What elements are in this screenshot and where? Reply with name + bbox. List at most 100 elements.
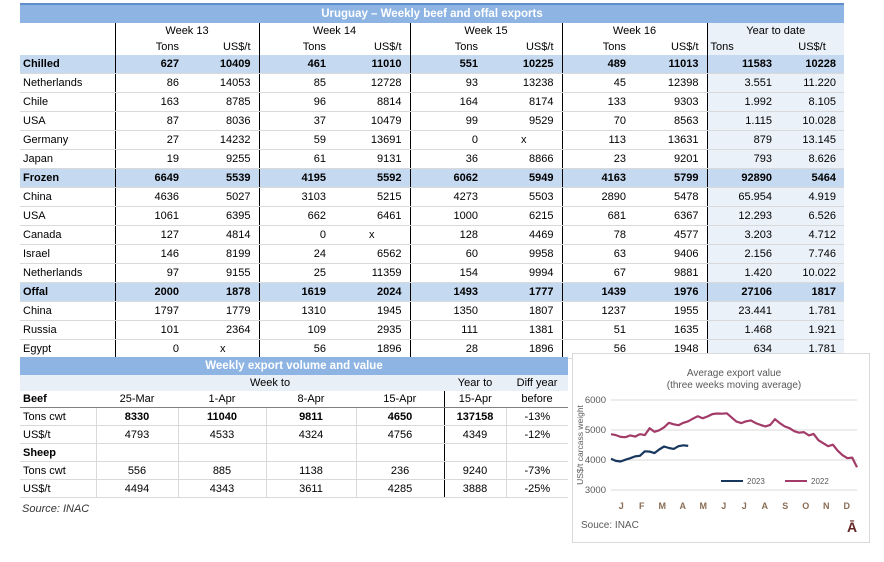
table-row: Tons cwt 8330 11040 9811 4650 137158 -13% <box>20 407 569 426</box>
row-label: Sheep <box>20 443 96 462</box>
cell: 2000 <box>114 282 187 302</box>
cell: 1896 <box>486 339 562 359</box>
row-label: Israel <box>20 244 115 264</box>
tons-header: Tons <box>561 39 634 55</box>
cell: 8785 <box>187 92 259 112</box>
week-16-header: Week 16 <box>561 23 707 39</box>
month-label: J <box>742 501 747 511</box>
table-row: Russia 101 2364 109 2935 111 1381 51 1635 1.468 1.… <box>20 320 845 340</box>
cell: 1779 <box>187 301 259 321</box>
cell: 61 <box>258 149 334 169</box>
row-label: US$/t <box>20 425 96 444</box>
cell: 5949 <box>486 168 562 188</box>
cell: 4577 <box>634 225 707 245</box>
section-row: Chilled 627 10409 461 11010 551 10225 489 11013 1… <box>20 55 845 74</box>
table-row: China 1797 1779 1310 1945 1350 1807 1237 1955 23.… <box>20 301 845 321</box>
tons-header: Tons <box>114 39 187 55</box>
cell: 6562 <box>334 244 410 264</box>
cell: 9881 <box>634 263 707 283</box>
cell: 1619 <box>258 282 334 302</box>
cell: 113 <box>561 130 634 150</box>
year-to-date-header: Year to date <box>706 23 845 39</box>
cell: 11010 <box>334 55 410 74</box>
cell: 1061 <box>114 206 187 226</box>
cell: 236 <box>355 461 445 480</box>
row-label: USA <box>20 206 115 226</box>
cell: 6.526 <box>780 206 845 226</box>
month-label: S <box>782 501 788 511</box>
cell: 19 <box>114 149 187 169</box>
cell: -73% <box>505 461 569 480</box>
cell: 8814 <box>334 92 410 112</box>
legend-2022-label: 2022 <box>811 477 829 486</box>
cell: 6395 <box>187 206 259 226</box>
cell: 461 <box>258 55 334 74</box>
chart-panel: Average export value (three weeks moving… <box>572 353 870 543</box>
ytd-usd-header: US$/t <box>780 39 845 55</box>
cell: 14053 <box>187 73 259 93</box>
cell: 154 <box>409 263 486 283</box>
cell: 11359 <box>334 263 410 283</box>
cell: 3.203 <box>706 225 780 245</box>
section-row: Offal 2000 1878 1619 2024 1493 1777 1439 1976 271… <box>20 282 845 302</box>
table1-title: Uruguay – Weekly beef and offal exports <box>20 3 844 23</box>
month-label: M <box>659 501 667 511</box>
ytd-tons-header: Tons <box>706 39 780 55</box>
cell: 9240 <box>443 461 507 480</box>
date-header-row: Beef 25-Mar 1-Apr 8-Apr 15-Apr 15-Apr be… <box>20 391 569 408</box>
cell: 1138 <box>265 461 356 480</box>
cell: 92890 <box>706 168 780 188</box>
cell: 1000 <box>409 206 486 226</box>
month-label: A <box>762 501 769 511</box>
week-13-header: Week 13 <box>114 23 259 39</box>
table-row: Netherlands 97 9155 25 11359 154 9994 67 9881 1.4… <box>20 263 845 283</box>
cell <box>177 443 266 462</box>
cell <box>505 443 569 462</box>
cell: 3.551 <box>706 73 780 93</box>
cell: 23.441 <box>706 301 780 321</box>
row-label: Netherlands <box>20 263 115 283</box>
cell: 6062 <box>409 168 486 188</box>
cell: -12% <box>505 425 569 444</box>
cell: 1.781 <box>780 301 845 321</box>
cell: 4469 <box>486 225 562 245</box>
cell: 627 <box>114 55 187 74</box>
cell: 9958 <box>486 244 562 264</box>
cell: 9994 <box>486 263 562 283</box>
cell: 885 <box>177 461 266 480</box>
cell: 11040 <box>177 407 266 426</box>
cell: 13631 <box>634 130 707 150</box>
group-header-row: Week to Year to Diff year <box>20 375 569 391</box>
row-label: Netherlands <box>20 73 115 93</box>
cell: 4.919 <box>780 187 845 207</box>
cell: 8199 <box>187 244 259 264</box>
cell: 4650 <box>355 407 445 426</box>
row-label: Frozen <box>20 168 115 188</box>
cell: 85 <box>258 73 334 93</box>
week-header-row: Week 13 Week 14 Week 15 Week 16 Year to … <box>20 23 845 39</box>
month-label: M <box>700 501 708 511</box>
cell: 12.293 <box>706 206 780 226</box>
cell: 681 <box>561 206 634 226</box>
cell: 8563 <box>634 111 707 131</box>
cell: 1777 <box>486 282 562 302</box>
cell: 1.921 <box>780 320 845 340</box>
cell: 70 <box>561 111 634 131</box>
month-label: D <box>844 501 851 511</box>
usd-header: US$/t <box>373 40 402 53</box>
table-row: US$/t 4494 4343 3611 4285 3888 -25% <box>20 479 569 498</box>
row-label: Tons cwt <box>20 461 96 480</box>
cell: 37 <box>258 111 334 131</box>
cell: 1.992 <box>706 92 780 112</box>
cell: 111 <box>409 320 486 340</box>
section-row: Sheep <box>20 443 569 462</box>
cell: 6215 <box>486 206 562 226</box>
row-label: Japan <box>20 149 115 169</box>
cell: -13% <box>505 407 569 426</box>
cell: 56 <box>258 339 334 359</box>
cell: x <box>334 225 410 245</box>
table-row: Chile 163 8785 96 8814 164 8174 133 9303 1.992 8.1… <box>20 92 845 112</box>
table-row: US$/t 4793 4533 4324 4756 4349 -12% <box>20 425 569 444</box>
y-tick-labels: 6000 5000 4000 3000 <box>585 395 606 496</box>
row-label: Chile <box>20 92 115 112</box>
